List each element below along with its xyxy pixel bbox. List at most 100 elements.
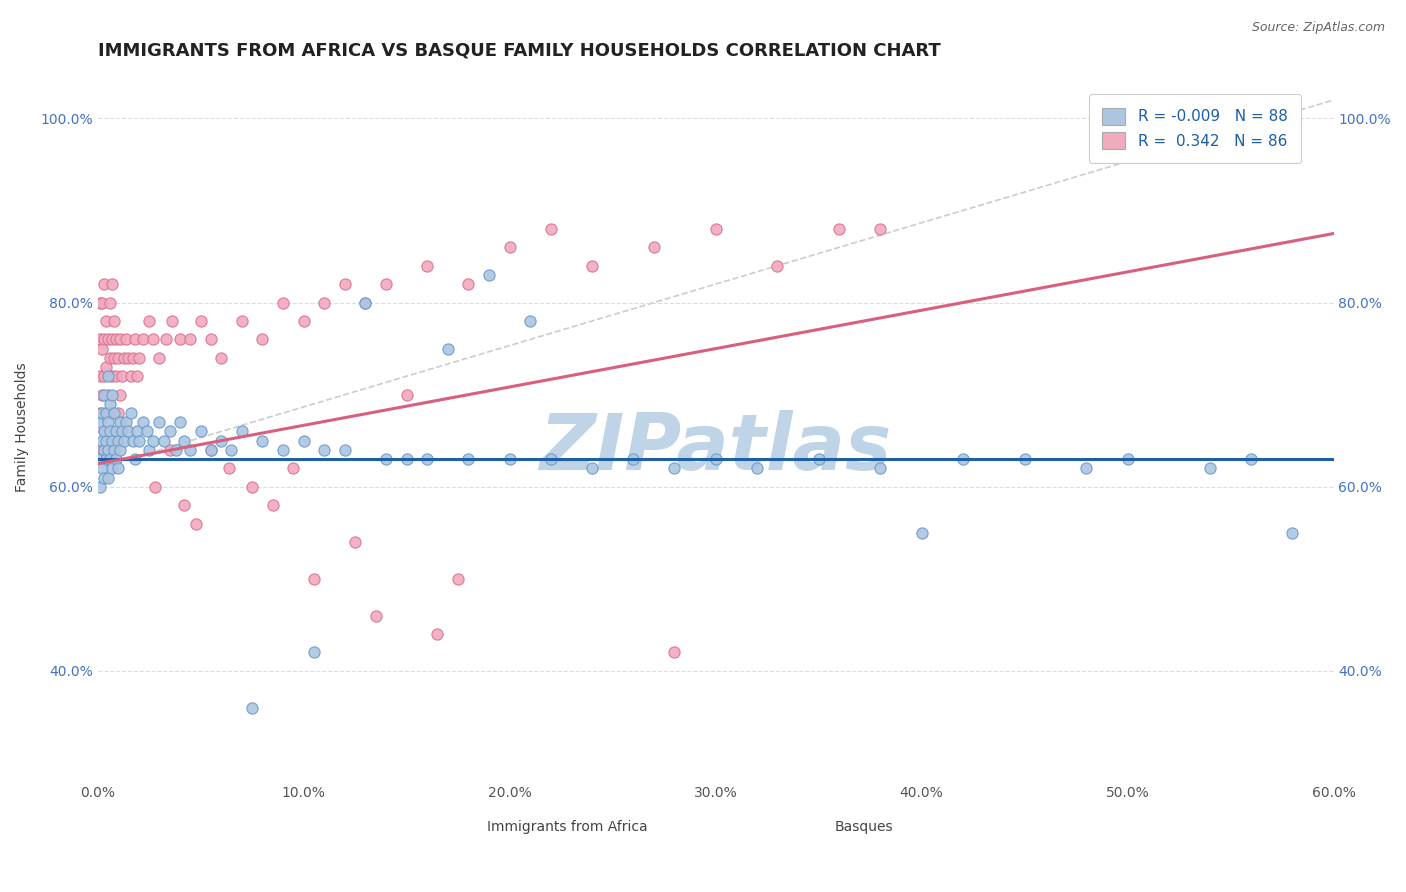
Point	[105, 425, 128, 439]
Point	[115, 415, 138, 429]
Point	[93, 277, 115, 292]
Point	[89, 480, 111, 494]
Point	[519, 314, 541, 328]
Point	[115, 333, 138, 347]
Point	[498, 240, 520, 254]
Text: ZIPatlas: ZIPatlas	[540, 410, 891, 486]
Point	[121, 351, 143, 365]
Point	[107, 406, 129, 420]
Point	[97, 369, 120, 384]
Point	[179, 333, 201, 347]
Point	[621, 452, 644, 467]
Point	[136, 425, 159, 439]
Point	[94, 406, 117, 420]
Point	[98, 351, 121, 365]
Point	[169, 333, 191, 347]
Point	[160, 314, 183, 328]
Point	[395, 387, 418, 401]
Point	[110, 442, 132, 457]
Text: Basques: Basques	[835, 820, 893, 834]
Point	[828, 222, 851, 236]
Point	[112, 434, 135, 448]
Point	[395, 452, 418, 467]
Point	[97, 387, 120, 401]
Point	[200, 333, 222, 347]
Point	[869, 222, 891, 236]
Point	[94, 359, 117, 374]
Point	[375, 452, 398, 467]
Point	[107, 434, 129, 448]
Point	[169, 415, 191, 429]
Point	[111, 369, 134, 384]
Point	[89, 295, 111, 310]
Point	[143, 480, 166, 494]
Point	[93, 369, 115, 384]
Point	[101, 434, 124, 448]
Point	[90, 295, 112, 310]
Point	[98, 452, 121, 467]
Point	[89, 452, 111, 467]
Point	[807, 452, 830, 467]
Point	[90, 342, 112, 356]
Point	[89, 369, 111, 384]
Point	[101, 333, 124, 347]
Point	[292, 314, 315, 328]
Point	[121, 434, 143, 448]
Point	[302, 645, 325, 659]
Point	[107, 351, 129, 365]
Point	[98, 406, 121, 420]
Point	[1014, 452, 1036, 467]
Point	[375, 277, 398, 292]
Point	[190, 425, 212, 439]
Point	[416, 259, 439, 273]
Point	[142, 333, 165, 347]
Point	[132, 333, 155, 347]
Point	[173, 434, 195, 448]
Point	[94, 406, 117, 420]
Point	[292, 434, 315, 448]
Point	[89, 333, 111, 347]
Point	[105, 452, 128, 467]
Point	[103, 314, 125, 328]
Point	[112, 351, 135, 365]
Point	[426, 627, 449, 641]
Point	[447, 572, 470, 586]
Point	[120, 406, 142, 420]
Point	[457, 452, 479, 467]
Point	[103, 406, 125, 420]
Point	[101, 277, 124, 292]
Point	[302, 572, 325, 586]
Point	[120, 369, 142, 384]
Point	[664, 645, 686, 659]
Point	[179, 442, 201, 457]
Point	[110, 387, 132, 401]
Point	[97, 442, 120, 457]
Point	[704, 452, 727, 467]
Point	[333, 442, 356, 457]
Point	[138, 314, 160, 328]
Point	[231, 314, 253, 328]
Point	[98, 295, 121, 310]
Point	[98, 397, 121, 411]
Point	[93, 387, 115, 401]
Point	[117, 351, 139, 365]
Point	[200, 442, 222, 457]
Point	[94, 452, 117, 467]
Point	[333, 277, 356, 292]
Point	[94, 314, 117, 328]
Point	[97, 415, 120, 429]
Point	[148, 415, 170, 429]
Point	[138, 442, 160, 457]
Point	[105, 333, 128, 347]
Point	[704, 222, 727, 236]
Point	[90, 434, 112, 448]
Point	[1116, 452, 1139, 467]
Point	[221, 442, 243, 457]
Point	[869, 461, 891, 475]
Point	[97, 470, 120, 484]
Point	[643, 240, 665, 254]
Point	[117, 425, 139, 439]
Point	[354, 295, 377, 310]
Point	[1076, 461, 1098, 475]
Point	[159, 442, 181, 457]
